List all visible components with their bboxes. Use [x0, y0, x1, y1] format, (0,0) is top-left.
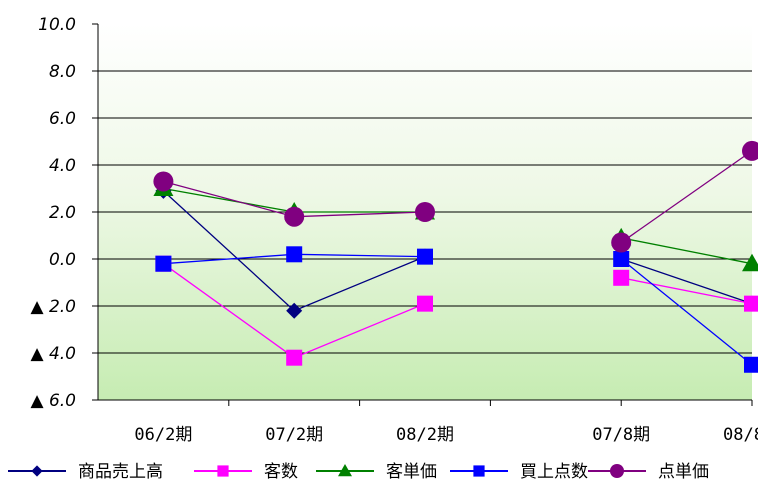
data-point	[742, 140, 758, 161]
legend-label: 商品売上高	[78, 462, 163, 482]
y-tick-label: 2.0	[49, 203, 76, 223]
data-point	[153, 171, 174, 192]
data-point	[417, 248, 433, 265]
data-point	[155, 255, 172, 272]
legend-label: 買上点数	[520, 462, 588, 482]
y-tick-label: 10.0	[38, 15, 76, 35]
series-line	[620, 150, 753, 244]
y-tick-label: 8.0	[49, 62, 76, 82]
data-point	[417, 295, 433, 312]
y-axis-tick-labels: 10.0 8.0 6.0 4.0 2.0 0.0 ▲ 2.0 ▲ 4.0 ▲ 6.0	[30, 15, 76, 411]
data-point	[742, 253, 758, 272]
x-tick-label: 06/2期	[134, 425, 192, 445]
data-point	[613, 251, 630, 267]
legend-marker	[610, 464, 624, 478]
legend-label: 点単価	[658, 462, 709, 482]
x-tick-label: 07/8期	[592, 425, 650, 445]
data-point	[286, 246, 303, 263]
y-tick-label: ▲ 2.0	[30, 297, 76, 317]
data-point	[613, 269, 630, 286]
series-line	[621, 277, 753, 305]
data-point	[286, 349, 303, 366]
data-point	[286, 302, 303, 319]
y-tick-label: 0.0	[49, 250, 76, 270]
y-tick-label: 4.0	[49, 156, 76, 176]
y-tick-label: ▲ 4.0	[30, 344, 76, 364]
series-line	[621, 237, 753, 265]
data-point	[611, 232, 632, 253]
legend-marker	[473, 465, 485, 477]
legend: 商品売上高 客数 客単価 買上点数 点単価	[8, 462, 709, 482]
legend-label: 客単価	[386, 462, 437, 482]
data-point	[415, 202, 435, 222]
series-line	[620, 258, 753, 366]
series-markers	[153, 140, 758, 373]
data-point	[284, 206, 305, 227]
x-tick-label: 08/2期	[396, 425, 454, 445]
x-axis-tick-labels: 06/2期 07/2期 08/2期 07/8期 08/8期	[134, 425, 758, 445]
data-point	[744, 356, 758, 373]
x-tick-label: 08/8期	[723, 425, 758, 445]
series-line	[620, 258, 753, 305]
y-tick-label: ▲ 6.0	[30, 391, 76, 411]
y-tick-label: 6.0	[49, 109, 76, 129]
legend-label: 客数	[264, 462, 298, 482]
legend-marker	[31, 465, 43, 477]
x-tick-label: 07/2期	[265, 425, 323, 445]
chart: 10.0 8.0 6.0 4.0 2.0 0.0 ▲ 2.0 ▲ 4.0 ▲ 6.0 06/2期…	[30, 15, 758, 445]
legend-marker	[338, 464, 352, 477]
legend-marker	[217, 465, 229, 477]
data-point	[744, 295, 758, 312]
